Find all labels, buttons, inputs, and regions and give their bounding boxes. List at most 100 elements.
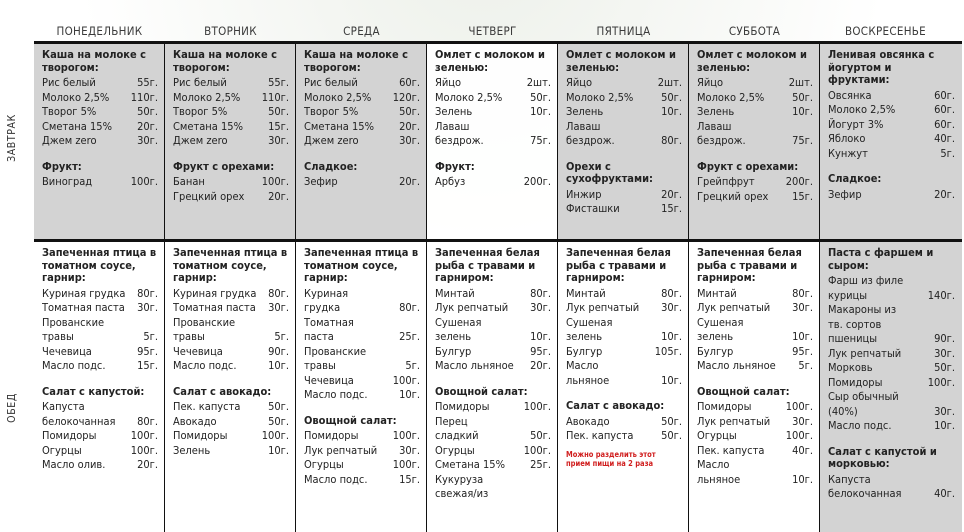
- ingredient-name: Томатная паста: [173, 301, 256, 314]
- ingredient-row: льняное 10г.: [697, 473, 813, 488]
- section-title: Салат с капустой:: [42, 384, 145, 398]
- menu-section: Фрукт с орехами: Грейпфрут 200г. Грецкий ор…: [697, 160, 813, 205]
- cell-content: Запеченная птица в томатном соусе, гарни…: [42, 246, 158, 473]
- ingredient-row: Зелень 10г.: [566, 105, 682, 120]
- ingredient-amount: 120г.: [392, 90, 420, 104]
- ingredient-name: Огурцы: [435, 443, 475, 457]
- menu-section: Фрукт: Виноград 100г.: [42, 159, 158, 190]
- ingredient-amount: 40г.: [934, 132, 955, 145]
- menu-section: Салат с капустой и морковью: Капуста белок…: [828, 445, 955, 502]
- cell-content: Запеченная птица в томатном соусе, гарни…: [173, 246, 289, 458]
- ingredient-row: Кунжут 5г.: [828, 147, 955, 162]
- section-title: Орехи с сухофруктами:: [566, 159, 653, 185]
- ingredient-name: Лук репчатый: [828, 346, 902, 360]
- ingredient-row: Масло подс. 10г.: [828, 419, 955, 434]
- ingredient-name: Перец: [435, 414, 468, 428]
- ingredient-name: Молоко 2,5%: [304, 90, 372, 104]
- ingredient-amount: 60г.: [934, 117, 955, 131]
- ingredient-amount: 30г.: [792, 301, 813, 314]
- ingredient-name: Прованские: [173, 315, 236, 329]
- ingredient-row: Лук репчатый 30г.: [435, 301, 551, 316]
- ingredient-amount: 95г.: [530, 344, 551, 358]
- section-title: Фрукт:: [42, 159, 82, 173]
- ingredient-amount: 200г.: [785, 175, 813, 188]
- ingredient-row: Молоко 2,5% 60г.: [828, 103, 955, 118]
- ingredient-name: бездрож.: [566, 134, 615, 147]
- column-separator: [557, 44, 558, 239]
- menu-section: Омлет с молоком и зеленью: Яйцо 2шт. Молоко…: [697, 48, 813, 149]
- ingredient-amount: 10г.: [792, 472, 813, 486]
- lunch-cell-4: Запеченная белая рыба с травами и гарнир…: [558, 242, 689, 532]
- menu-section: Салат с капустой: Капуста белокочанная 80г.…: [42, 384, 158, 473]
- lunch-cell-6: Паста с фаршем и сыром: Фарш из филе куриц…: [820, 242, 962, 532]
- ingredient-amount: 80г.: [399, 301, 420, 314]
- menu-section: Овощной салат: Помидоры 100г. Перец сладкий 5…: [435, 384, 551, 502]
- ingredient-amount: 60г.: [399, 76, 420, 89]
- ingredient-name: Масло подс.: [828, 419, 892, 432]
- ingredient-name: Помидоры: [304, 429, 359, 442]
- ingredient-amount: 50г.: [268, 414, 289, 428]
- ingredient-row: Инжир 20г.: [566, 188, 682, 203]
- ingredient-name: Зелень: [435, 105, 473, 118]
- ingredient-name: паста: [304, 330, 334, 343]
- menu-section: Ленивая овсянка с йогуртом и фруктами: Ов…: [828, 48, 955, 162]
- ingredient-row: Лук репчатый 30г.: [697, 415, 813, 430]
- ingredient-name: зелень: [435, 330, 472, 343]
- ingredient-row: Авокадо 50г.: [173, 415, 289, 430]
- ingredient-row: Лук репчатый 30г.: [304, 444, 420, 459]
- ingredient-row: Капуста: [828, 473, 955, 488]
- ingredient-row: Масло льняное 20г.: [435, 359, 551, 374]
- ingredient-row: Зефир 20г.: [304, 175, 420, 190]
- ingredient-amount: 100г.: [785, 429, 813, 442]
- ingredient-amount: 5г.: [798, 359, 813, 372]
- breakfast-cell-1: Каша на молоке с творогом: Рис белый 55г. М…: [165, 44, 296, 239]
- ingredient-row: Сметана 15% 20г.: [304, 120, 420, 135]
- ingredient-name: Огурцы: [304, 458, 344, 471]
- ingredient-name: Сметана 15%: [42, 119, 112, 133]
- ingredient-row: Прованские: [304, 345, 420, 360]
- ingredient-row: Чечевица 100г.: [304, 374, 420, 389]
- menu-section: Запеченная белая рыба с травами и гарнир…: [566, 246, 682, 388]
- section-title: Паста с фаршем и сыром:: [828, 246, 934, 272]
- ingredient-amount: 30г.: [934, 404, 955, 418]
- ingredient-amount: 50г.: [934, 361, 955, 374]
- ingredient-amount: 80г.: [530, 286, 551, 300]
- ingredient-row: Помидоры 100г.: [697, 400, 813, 415]
- ingredient-amount: 50г.: [268, 105, 289, 118]
- menu-section: Овощной салат: Помидоры 100г. Лук репчатый 3…: [697, 385, 813, 488]
- ingredient-row: Зефир 20г.: [828, 188, 955, 203]
- ingredient-name: Чечевица: [42, 344, 92, 358]
- ingredient-row: Молоко 2,5% 110г.: [173, 91, 289, 106]
- ingredient-amount: 100г.: [261, 429, 289, 442]
- ingredient-row: Грецкий орех 15г.: [697, 190, 813, 205]
- menu-section: Запеченная птица в томатном соусе, гарни…: [173, 246, 289, 374]
- ingredient-row: Пек. капуста 40г.: [697, 444, 813, 459]
- column-separator: [295, 44, 296, 239]
- ingredient-name: Капуста: [42, 400, 85, 413]
- ingredient-amount: 30г.: [399, 443, 420, 457]
- cell-content: Запеченная белая рыба с травами и гарнир…: [697, 246, 813, 488]
- breakfast-row: Каша на молоке с творогом: Рис белый 55г. М…: [34, 41, 962, 242]
- ingredient-name: Сушеная: [435, 315, 482, 329]
- ingredient-row: зелень 10г.: [566, 330, 682, 345]
- meal-label-breakfast: ЗАВТРАК: [6, 114, 18, 162]
- ingredient-row: Творог 5% 50г.: [42, 105, 158, 120]
- section-title: Овощной салат:: [435, 384, 528, 398]
- ingredient-row: Лаваш: [435, 120, 551, 135]
- breakfast-cell-6: Ленивая овсянка с йогуртом и фруктами: Ов…: [820, 44, 962, 239]
- ingredient-row: Куриная: [304, 287, 420, 302]
- ingredient-amount: 2шт.: [526, 76, 551, 89]
- ingredient-row: Морковь 50г.: [828, 361, 955, 376]
- ingredient-amount: 30г.: [792, 414, 813, 428]
- ingredient-row: Зелень 10г.: [697, 105, 813, 120]
- section-title: Салат с авокадо:: [566, 399, 665, 412]
- ingredient-amount: 55г.: [137, 76, 158, 89]
- ingredient-amount: 100г.: [261, 175, 289, 188]
- column-separator: [688, 44, 689, 239]
- ingredient-row: Пек. капуста 50г.: [566, 429, 682, 444]
- ingredient-name: Сметана 15%: [435, 458, 505, 471]
- day-monday: ПОНЕДЕЛЬНИК: [56, 24, 143, 38]
- ingredient-amount: 20г.: [399, 119, 420, 133]
- column-separator: [295, 242, 296, 532]
- breakfast-cell-3: Омлет с молоком и зеленью: Яйцо 2шт. Молоко…: [427, 44, 558, 239]
